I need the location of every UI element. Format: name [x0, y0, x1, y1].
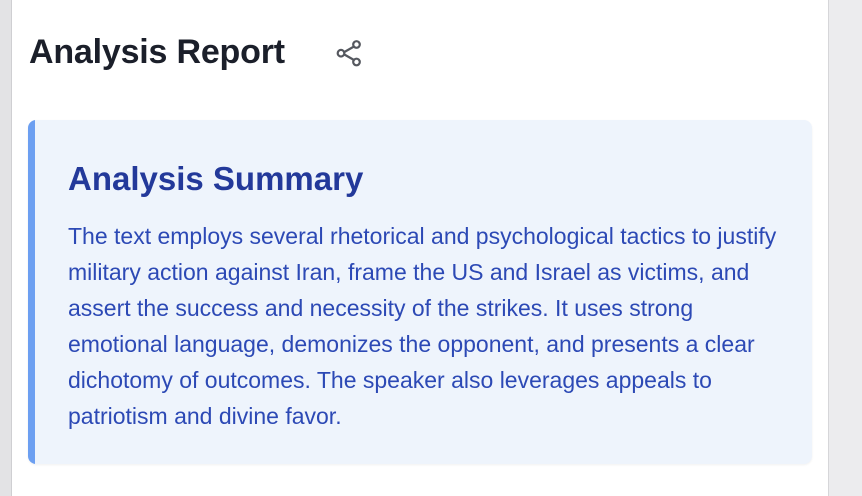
left-sidebar-edge: [0, 0, 12, 496]
report-panel: Analysis Report Analysis Summary The tex…: [12, 0, 828, 496]
report-header: Analysis Report: [29, 28, 285, 76]
analysis-summary-card: Analysis Summary The text employs severa…: [28, 120, 812, 464]
share-icon: [336, 40, 361, 67]
summary-text: The text employs several rhetorical and …: [68, 223, 777, 429]
summary-accent-bar: [28, 120, 35, 464]
share-button[interactable]: [330, 34, 368, 72]
page-title: Analysis Report: [29, 32, 285, 71]
summary-heading: Analysis Summary: [68, 160, 364, 197]
right-scroll-area[interactable]: [828, 0, 862, 496]
